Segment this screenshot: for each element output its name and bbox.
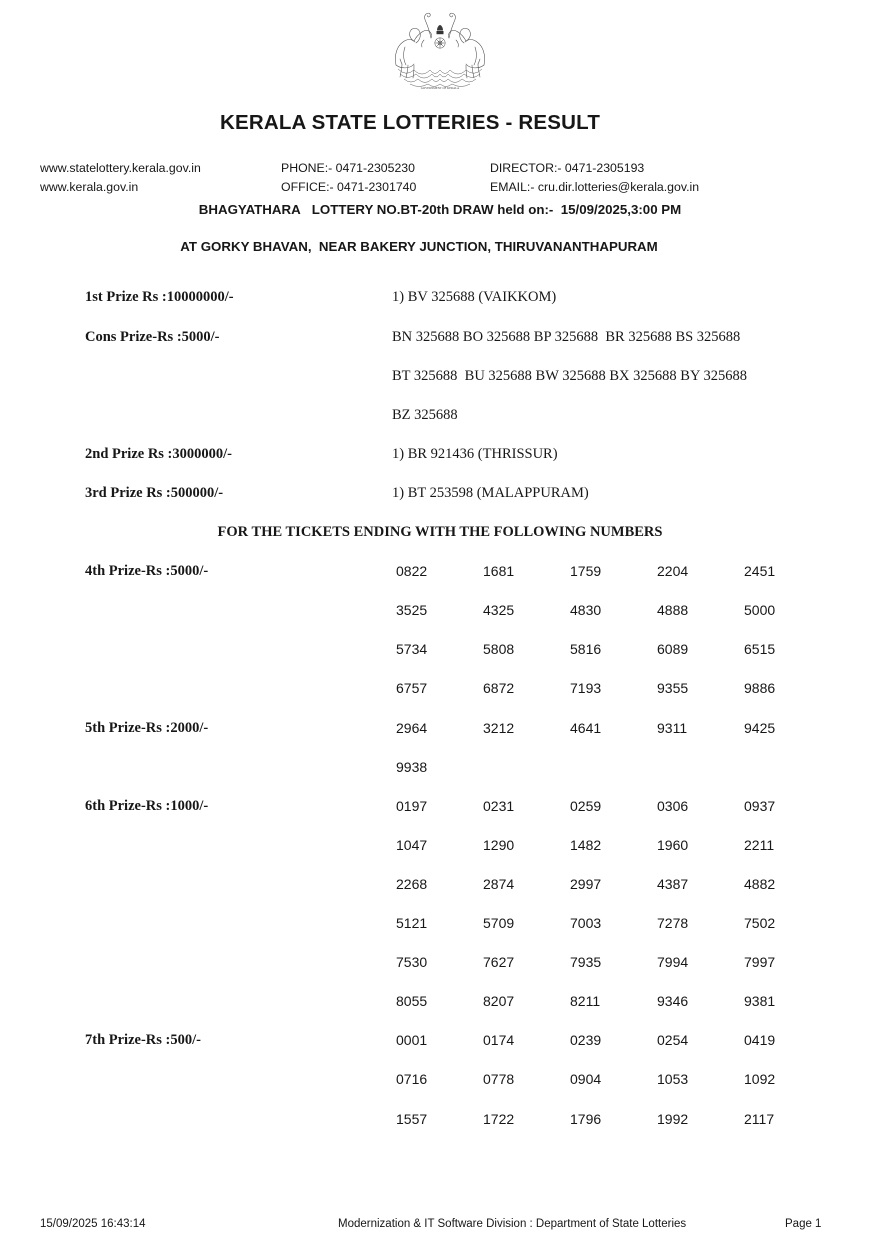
svg-text:GOVERNMENT OF KERALA: GOVERNMENT OF KERALA xyxy=(421,86,460,90)
